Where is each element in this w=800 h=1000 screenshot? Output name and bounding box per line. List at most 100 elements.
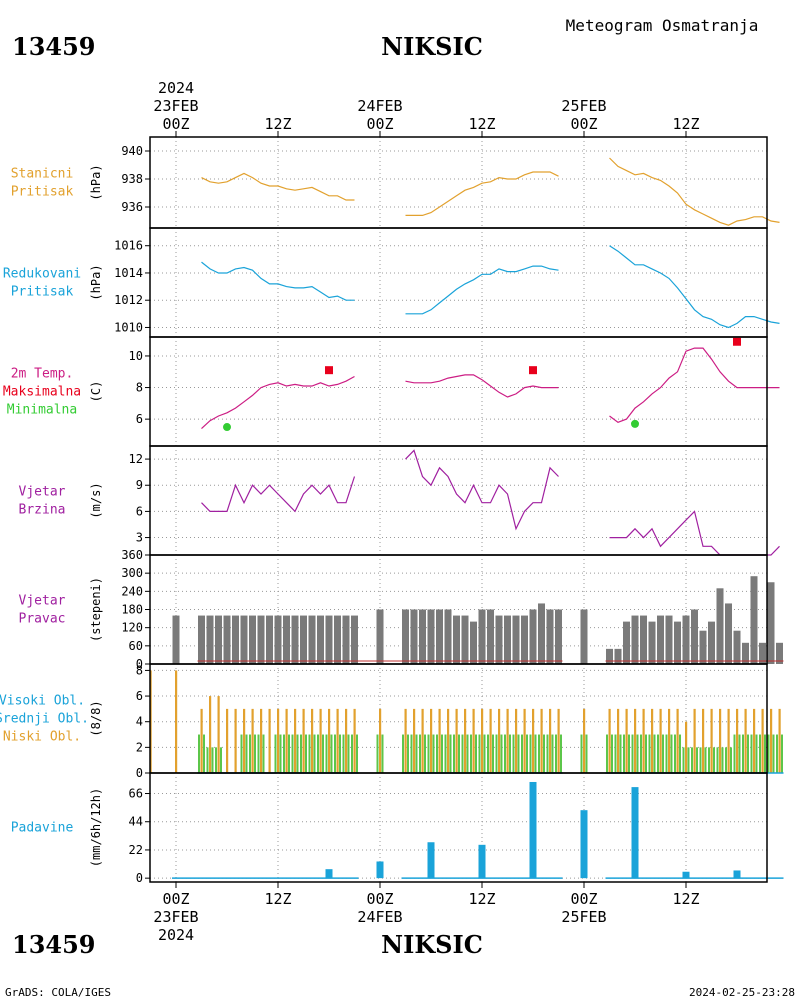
- cloud-low-bar: [719, 708, 722, 773]
- cloud-mid-bar: [653, 734, 656, 773]
- cloud-low-bar: [617, 708, 620, 773]
- panel-title-temp-1: Maksimalna: [3, 385, 81, 400]
- cloud-low-bar: [761, 708, 764, 773]
- cloud-mid-bar: [254, 734, 256, 773]
- wind-dir-bar: [240, 615, 248, 664]
- panel-title-wdir-0: Vjetar: [19, 594, 66, 609]
- cloud-mid-bar: [458, 734, 460, 773]
- series-line-redp-2: [609, 245, 780, 329]
- cloud-mid-bar: [708, 747, 710, 773]
- wind-dir-bar: [776, 642, 783, 664]
- y-tick-label: 0: [136, 766, 143, 780]
- time-axis: 00Z 00Z 12Z 12Z 00Z 00Z 12Z 12Z 00Z 00Z 12Z 12Z 23FE…: [153, 79, 699, 944]
- cloud-mid-bar: [767, 734, 770, 773]
- product-title: Meteogram Osmatranja: [566, 16, 759, 35]
- cloud-mid-bar: [432, 734, 435, 773]
- cloud-mid-bar: [441, 734, 443, 773]
- cloud-low-bar: [668, 708, 671, 773]
- cloud-mid-bar: [772, 734, 775, 773]
- wind-dir-bar: [402, 609, 409, 664]
- cloud-mid-bar: [631, 734, 634, 773]
- cloud-mid-bar: [407, 734, 409, 773]
- cloud-low-bar: [413, 708, 416, 773]
- cloud-mid-bar: [619, 734, 622, 773]
- cloud-mid-bar: [696, 747, 698, 773]
- y-axis-label: (hPa): [89, 264, 103, 300]
- cloud-low-bar: [659, 708, 662, 773]
- cloud-low-bar: [268, 708, 271, 773]
- max-temp-marker: [733, 337, 741, 346]
- y-tick-label: 12: [129, 452, 143, 466]
- cloud-low-bar: [736, 708, 739, 773]
- y-tick-label: 2: [136, 740, 143, 754]
- wind-dir-bar: [436, 609, 443, 664]
- panel-temp: 6 8 10 (C) 2m Temp. Maksimalna Minimalna: [3, 336, 780, 447]
- cloud-low-bar: [532, 708, 535, 773]
- cloud-mid-bar: [342, 734, 345, 773]
- date-label-top: 25FEB: [561, 97, 606, 115]
- cloud-mid-bar: [288, 734, 290, 773]
- cloud-mid-bar: [738, 734, 741, 773]
- cloud-low-bar: [404, 708, 407, 773]
- cloud-mid-bar: [475, 734, 477, 773]
- cloud-low-bar: [319, 708, 322, 773]
- cloud-mid-bar: [679, 734, 681, 773]
- panel-wspd: 3 6 9 12 (m/s) Vjetar Brzina: [19, 445, 780, 556]
- wind-dir-bar: [648, 621, 656, 664]
- panel-frame: [149, 772, 768, 883]
- cloud-mid-bar: [356, 734, 358, 773]
- wind-dir-bar: [631, 615, 639, 664]
- wind-dir-bar: [470, 621, 477, 664]
- panel-title-pres-0: Stanicni: [11, 167, 74, 182]
- precip-bar: [682, 871, 690, 879]
- cloud-mid-bar: [198, 734, 200, 773]
- y-axis-label: (8/8): [89, 700, 103, 736]
- y-tick-label: 300: [121, 566, 143, 580]
- cloud-mid-bar: [376, 734, 379, 773]
- precip-bar: [325, 869, 333, 879]
- cloud-low-bar: [455, 708, 458, 773]
- cloud-mid-bar: [206, 747, 209, 773]
- series-line-wspd-2: [609, 510, 780, 556]
- cloud-mid-bar: [495, 734, 498, 773]
- y-axis-label: (hPa): [89, 164, 103, 200]
- x-tick-label-bottom: 00Z: [366, 890, 393, 908]
- wind-dir-bar: [495, 615, 503, 664]
- wind-dir-bar: [767, 582, 775, 664]
- wind-dir-bar: [623, 621, 630, 664]
- series-line-redp-1: [405, 265, 559, 315]
- cloud-low-bar: [523, 708, 526, 773]
- cloud-mid-bar: [687, 747, 690, 773]
- cloud-mid-bar: [691, 747, 693, 773]
- wind-dir-bar: [419, 609, 426, 664]
- x-tick-label-top: 00Z: [570, 115, 597, 133]
- station-name: NIKSIC: [381, 32, 483, 61]
- wind-dir-bar: [317, 615, 324, 664]
- cloud-low-bar: [421, 708, 424, 773]
- cloud-low-bar: [685, 721, 688, 773]
- cloud-low-bar: [489, 708, 492, 773]
- panel-title-redp-0: Redukovani: [3, 267, 81, 282]
- cloud-mid-bar: [555, 734, 557, 773]
- cloud-mid-bar: [534, 734, 537, 773]
- wind-dir-bar: [580, 609, 588, 664]
- panel-title-cloud-1: Srednji Obl.: [0, 712, 89, 727]
- y-tick-label: 360: [121, 548, 143, 562]
- cloud-mid-bar: [274, 734, 277, 773]
- cloud-low-bar: [710, 708, 713, 773]
- cloud-mid-bar: [466, 734, 469, 773]
- wind-dir-bar: [206, 615, 214, 664]
- cloud-mid-bar: [662, 734, 664, 773]
- cloud-mid-bar: [517, 734, 520, 773]
- x-tick-label-top: 12Z: [672, 115, 699, 133]
- cloud-mid-bar: [449, 734, 452, 773]
- panel-title-prcp-0: Padavine: [11, 821, 74, 836]
- cloud-low-bar: [651, 708, 654, 773]
- cloud-low-bar: [430, 708, 433, 773]
- cloud-mid-bar: [538, 734, 540, 773]
- cloud-low-bar: [464, 708, 467, 773]
- cloud-low-bar: [353, 708, 356, 773]
- wind-dir-bar: [232, 615, 239, 664]
- cloud-mid-bar: [317, 734, 319, 773]
